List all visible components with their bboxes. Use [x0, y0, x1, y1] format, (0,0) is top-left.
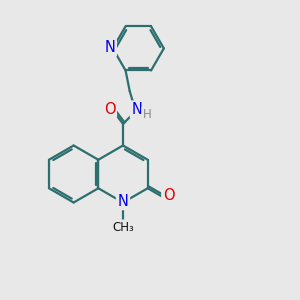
Text: CH₃: CH₃ — [112, 221, 134, 234]
Text: H: H — [143, 108, 152, 121]
Text: N: N — [104, 40, 115, 55]
Text: O: O — [163, 188, 175, 203]
Text: N: N — [131, 102, 142, 117]
Text: O: O — [104, 102, 115, 117]
Text: N: N — [118, 194, 128, 208]
